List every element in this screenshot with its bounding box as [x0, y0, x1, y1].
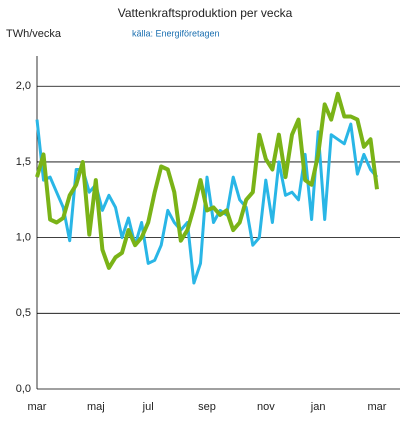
- y-tick-label: 2,0: [16, 80, 31, 92]
- x-tick-label: maj: [87, 401, 105, 413]
- y-axis-label: TWh/vecka: [6, 28, 62, 40]
- y-tick-label: 1,5: [16, 156, 31, 168]
- source: källa: Energiföretagen: [132, 28, 220, 38]
- line-series: [35, 91, 379, 270]
- chart-title: Vattenkraftsproduktion per vecka: [118, 6, 293, 20]
- x-tick-label: jan: [310, 401, 326, 413]
- x-tick-label: mar: [28, 401, 47, 413]
- x-tick-label: jul: [142, 401, 154, 413]
- x-tick-label: nov: [257, 401, 275, 413]
- x-tick-label: sep: [198, 401, 216, 413]
- x-tick-label: mar: [368, 401, 387, 413]
- y-tick-label: 0,5: [16, 307, 31, 319]
- y-tick-label: 1,0: [16, 232, 31, 244]
- y-tick-label: 0,0: [16, 383, 31, 395]
